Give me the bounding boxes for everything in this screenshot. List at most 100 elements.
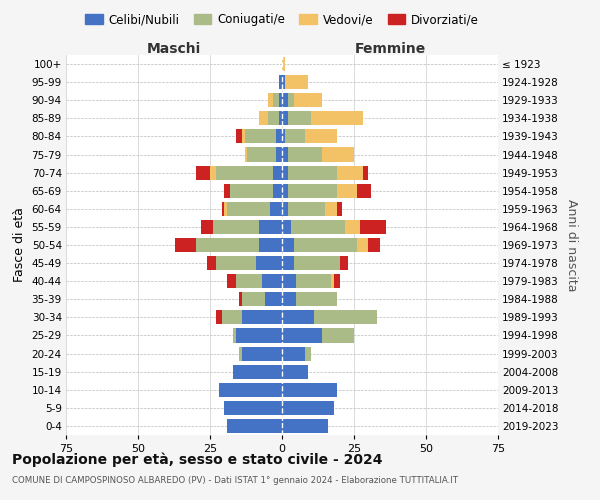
Bar [221,202,224,216]
Bar [282,93,288,108]
Bar [311,112,362,126]
Bar [282,382,337,397]
Bar [331,274,334,288]
Bar [282,364,308,378]
Bar [305,130,337,143]
Text: Popolazione per età, sesso e stato civile - 2024: Popolazione per età, sesso e stato civil… [12,452,383,467]
Bar [282,310,314,324]
Bar [288,112,311,126]
Bar [288,166,337,179]
Bar [265,292,282,306]
Bar [216,166,274,179]
Bar [293,238,357,252]
Bar [290,220,346,234]
Bar [282,130,285,143]
Bar [282,346,305,360]
Bar [288,148,322,162]
Bar [293,93,322,108]
Bar [268,93,274,108]
Bar [368,238,380,252]
Bar [221,310,242,324]
Y-axis label: Fasce di età: Fasce di età [13,208,26,282]
Bar [245,148,247,162]
Bar [282,184,288,198]
Bar [224,202,227,216]
Bar [282,401,334,415]
Bar [337,184,357,198]
Bar [274,184,282,198]
Bar [224,184,230,198]
Bar [282,202,288,216]
Bar [282,112,288,126]
Bar [230,184,274,198]
Bar [282,419,328,433]
Bar [227,274,236,288]
Bar [256,256,282,270]
Text: COMUNE DI CAMPOSPINOSO ALBAREDO (PV) - Dati ISTAT 1° gennaio 2024 - Elaborazione: COMUNE DI CAMPOSPINOSO ALBAREDO (PV) - D… [12,476,458,485]
Bar [236,328,282,342]
Bar [274,166,282,179]
Bar [288,184,337,198]
Bar [296,274,331,288]
Bar [282,256,293,270]
Bar [233,328,236,342]
Bar [282,57,285,71]
Bar [357,184,371,198]
Bar [293,256,340,270]
Bar [259,238,282,252]
Bar [274,93,279,108]
Bar [285,75,308,89]
Bar [236,274,262,288]
Bar [346,220,360,234]
Bar [357,238,368,252]
Bar [322,328,354,342]
Bar [337,166,362,179]
Bar [259,112,268,126]
Bar [337,202,343,216]
Bar [282,328,322,342]
Bar [242,130,245,143]
Bar [236,130,242,143]
Bar [227,419,282,433]
Bar [314,310,377,324]
Bar [227,202,271,216]
Bar [279,75,282,89]
Bar [224,401,282,415]
Bar [216,256,256,270]
Bar [325,202,337,216]
Bar [175,238,196,252]
Bar [305,346,311,360]
Bar [210,166,216,179]
Bar [282,220,290,234]
Bar [242,346,282,360]
Bar [322,148,354,162]
Bar [218,382,282,397]
Bar [196,238,259,252]
Bar [296,292,337,306]
Bar [340,256,348,270]
Bar [242,292,265,306]
Bar [282,148,288,162]
Bar [262,274,282,288]
Bar [288,202,325,216]
Bar [216,310,221,324]
Bar [268,112,279,126]
Bar [279,93,282,108]
Legend: Celibi/Nubili, Coniugati/e, Vedovi/e, Divorziati/e: Celibi/Nubili, Coniugati/e, Vedovi/e, Di… [80,8,484,31]
Bar [362,166,368,179]
Bar [288,93,293,108]
Bar [202,220,213,234]
Bar [207,256,216,270]
Text: Femmine: Femmine [355,42,425,56]
Bar [282,166,288,179]
Y-axis label: Anni di nascita: Anni di nascita [565,198,578,291]
Bar [285,130,305,143]
Bar [239,346,242,360]
Bar [276,130,282,143]
Bar [282,75,285,89]
Text: Maschi: Maschi [147,42,201,56]
Bar [259,220,282,234]
Bar [282,274,296,288]
Bar [239,292,242,306]
Bar [233,364,282,378]
